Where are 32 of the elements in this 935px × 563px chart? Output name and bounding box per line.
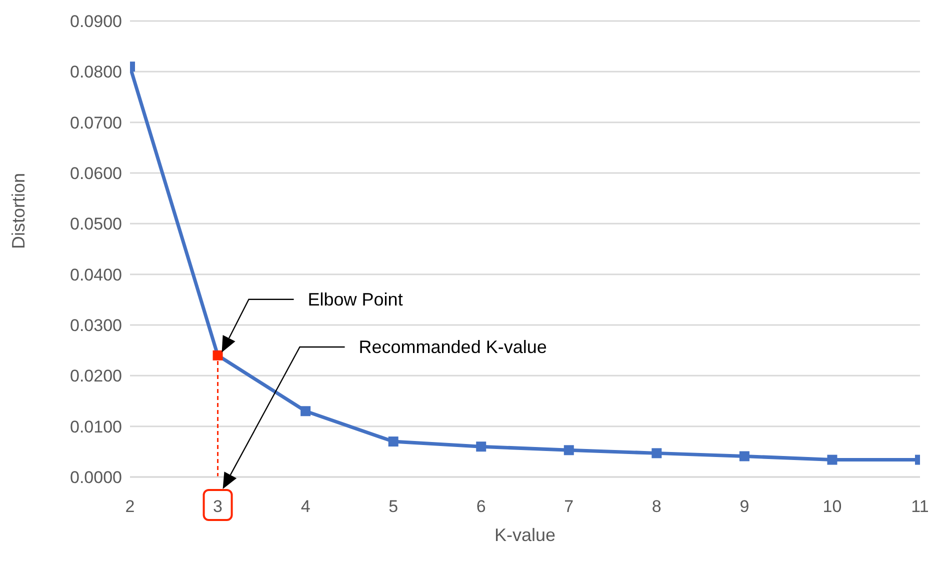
y-tick-label: 0.0300 bbox=[70, 316, 122, 336]
y-tick-label: 0.0500 bbox=[70, 214, 122, 234]
x-tick-label: 3 bbox=[213, 497, 223, 516]
x-tick-label: 2 bbox=[125, 497, 135, 516]
annotation: Elbow Point bbox=[308, 289, 403, 310]
x-tick-label: 6 bbox=[476, 497, 486, 516]
point bbox=[564, 445, 574, 456]
y-tick-label: 0.0100 bbox=[70, 417, 122, 436]
x-tick-label: 9 bbox=[740, 497, 750, 516]
y-tick-label: 0.0000 bbox=[70, 468, 122, 488]
x-tick-label: 7 bbox=[564, 497, 574, 516]
y-tick-label: 0.0600 bbox=[70, 164, 122, 184]
x-tick-label: 4 bbox=[300, 497, 310, 516]
x-tick-label: 10 bbox=[822, 497, 842, 516]
point bbox=[300, 406, 311, 416]
x-tick-label: 5 bbox=[388, 497, 398, 516]
point bbox=[476, 442, 486, 452]
x-axis-title: K-value bbox=[494, 525, 556, 545]
annotation: Recommanded K-value bbox=[358, 337, 547, 357]
y-tick-label: 0.0400 bbox=[70, 265, 122, 284]
point bbox=[652, 448, 662, 458]
point bbox=[212, 350, 223, 360]
x-tick-label: 8 bbox=[652, 497, 662, 516]
x-tick-label: 11 bbox=[911, 497, 929, 516]
y-tick-label: 0.0200 bbox=[70, 366, 122, 386]
y-tick-label: 0.0800 bbox=[70, 62, 122, 82]
y-axis-title: Distortion bbox=[8, 172, 28, 249]
y-tick-label: 0.0700 bbox=[70, 113, 122, 132]
y-tick-label: 0.0900 bbox=[70, 12, 122, 32]
point bbox=[827, 454, 838, 465]
point bbox=[388, 436, 398, 447]
point bbox=[739, 451, 750, 462]
